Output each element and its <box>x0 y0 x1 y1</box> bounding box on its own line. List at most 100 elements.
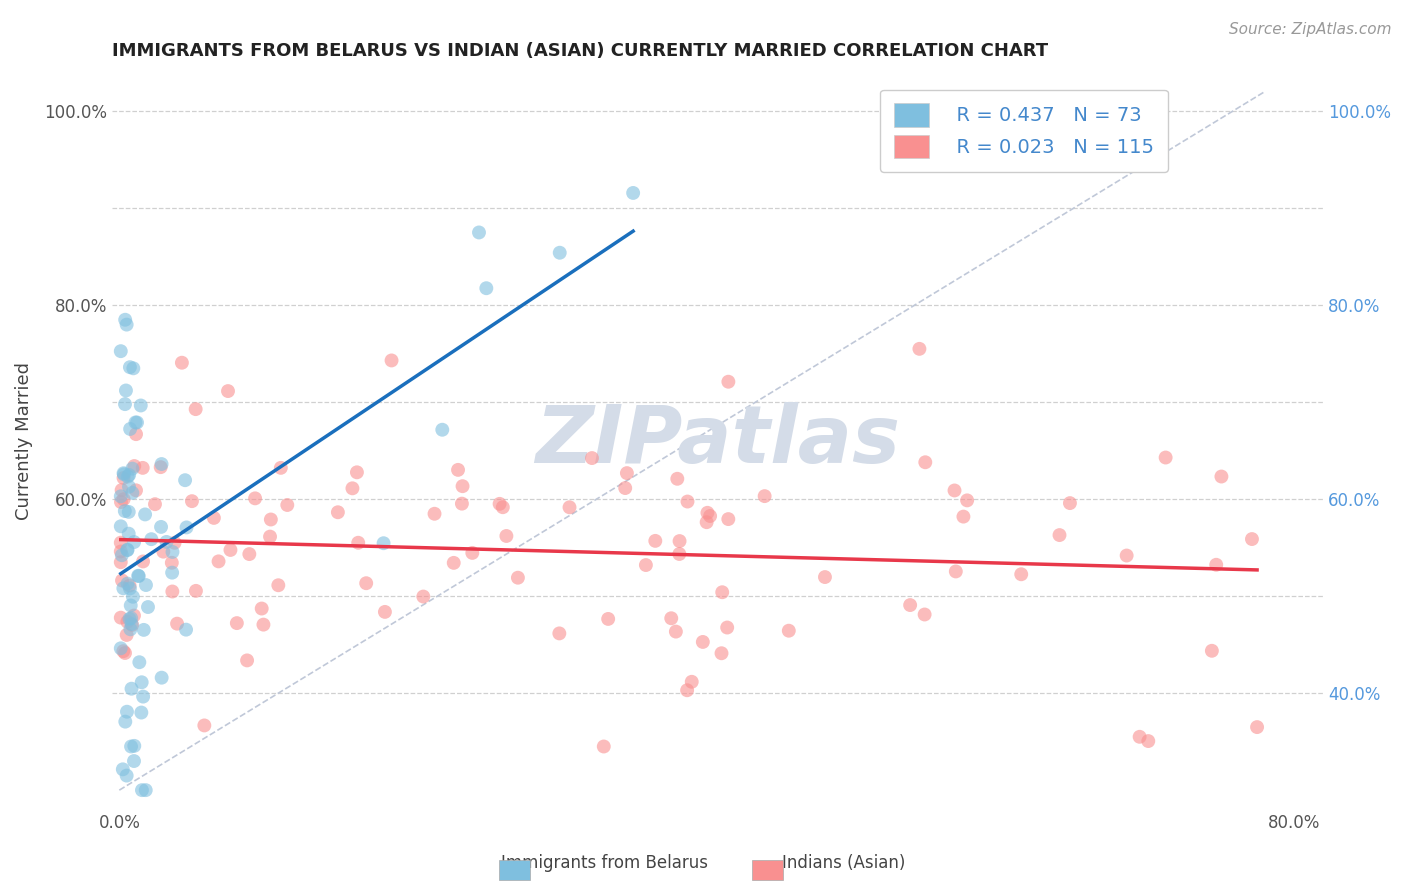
Point <box>668 547 690 561</box>
Point <box>219 543 242 558</box>
Legend:   R = 0.437   N = 73,   R = 0.023   N = 115: R = 0.437 N = 73, R = 0.023 N = 115 <box>880 89 1168 172</box>
Point <box>1059 496 1081 510</box>
Point <box>120 622 142 636</box>
Point <box>122 608 145 623</box>
Point <box>166 616 188 631</box>
Point <box>121 486 143 500</box>
Point <box>110 544 132 558</box>
Point <box>814 570 837 584</box>
Point <box>710 646 733 660</box>
Point <box>135 783 157 797</box>
Point <box>581 451 603 466</box>
Point <box>447 463 470 477</box>
Point <box>112 492 135 507</box>
Point <box>716 621 738 635</box>
Point <box>122 754 145 768</box>
Point <box>150 520 173 534</box>
Point <box>117 542 139 557</box>
Point <box>1246 720 1268 734</box>
Point <box>160 566 183 580</box>
Point <box>115 384 138 398</box>
Point <box>506 571 529 585</box>
Point <box>114 714 136 729</box>
Point <box>132 554 155 568</box>
Point <box>342 481 364 495</box>
Point <box>122 361 145 376</box>
Point <box>162 545 184 559</box>
Point <box>914 455 936 469</box>
Point <box>114 646 136 660</box>
Point <box>118 526 141 541</box>
Point <box>132 690 155 704</box>
Point <box>908 342 931 356</box>
Point <box>495 529 517 543</box>
Text: Source: ZipAtlas.com: Source: ZipAtlas.com <box>1229 22 1392 37</box>
Point <box>193 718 215 732</box>
Point <box>252 617 274 632</box>
Point <box>174 623 197 637</box>
Point <box>548 626 571 640</box>
Point <box>711 585 734 599</box>
Point <box>943 483 966 498</box>
Point <box>346 465 368 479</box>
Point <box>659 611 682 625</box>
Text: IMMIGRANTS FROM BELARUS VS INDIAN (ASIAN) CURRENTLY MARRIED CORRELATION CHART: IMMIGRANTS FROM BELARUS VS INDIAN (ASIAN… <box>112 42 1047 60</box>
Point <box>668 534 690 549</box>
Point <box>267 578 290 592</box>
Point <box>260 512 283 526</box>
Point <box>1010 567 1032 582</box>
Point <box>114 504 136 518</box>
Point <box>380 353 402 368</box>
Point <box>592 739 614 754</box>
Point <box>124 416 146 430</box>
Point <box>1129 730 1152 744</box>
Point <box>644 533 666 548</box>
Point <box>110 641 132 656</box>
Point <box>114 312 136 326</box>
Point <box>132 623 155 637</box>
Point <box>202 511 225 525</box>
Point <box>121 618 143 632</box>
Point <box>236 653 259 667</box>
Point <box>270 461 292 475</box>
Point <box>110 519 132 533</box>
Point <box>128 569 150 583</box>
Text: Indians (Asian): Indians (Asian) <box>782 855 905 872</box>
Point <box>160 556 183 570</box>
Text: Immigrants from Belarus: Immigrants from Belarus <box>501 855 709 872</box>
Point <box>117 469 139 483</box>
Point <box>699 509 721 524</box>
Point <box>115 768 138 782</box>
Point <box>475 281 498 295</box>
Point <box>112 644 135 658</box>
Point <box>423 507 446 521</box>
Point <box>432 423 454 437</box>
Point <box>110 483 132 497</box>
Point <box>163 535 186 549</box>
Point <box>118 480 141 494</box>
Point <box>1115 549 1137 563</box>
Point <box>717 512 740 526</box>
Point <box>373 536 395 550</box>
Point <box>112 467 135 482</box>
Point <box>143 497 166 511</box>
Point <box>492 500 515 515</box>
Point <box>461 546 484 560</box>
Point <box>114 397 136 411</box>
Point <box>128 655 150 669</box>
Point <box>558 500 581 515</box>
Point <box>110 555 132 569</box>
Point <box>176 520 198 534</box>
Point <box>120 599 142 613</box>
Point <box>110 535 132 549</box>
Point <box>952 509 974 524</box>
Point <box>150 457 173 471</box>
Point <box>1137 734 1160 748</box>
Point <box>121 461 143 475</box>
Point <box>131 783 153 797</box>
Point <box>129 399 152 413</box>
Point <box>945 565 967 579</box>
Point <box>110 344 132 359</box>
Point <box>110 610 132 624</box>
Point <box>956 493 979 508</box>
